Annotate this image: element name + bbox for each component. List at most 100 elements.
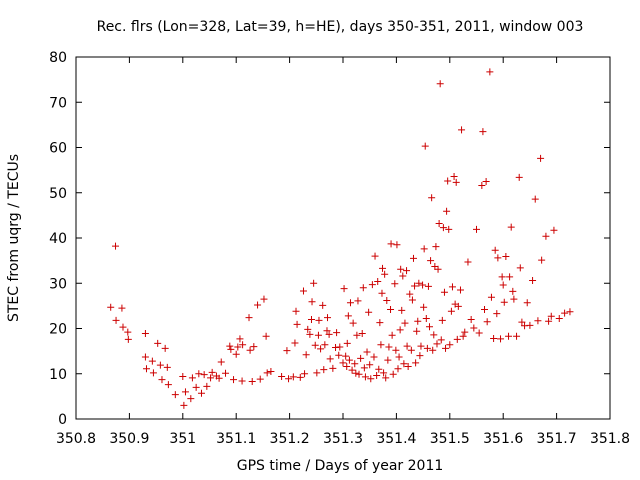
data-point — [207, 374, 215, 382]
data-point — [314, 331, 322, 339]
data-point — [366, 361, 374, 369]
data-point — [311, 341, 319, 349]
data-point — [473, 225, 480, 233]
data-point — [403, 267, 411, 275]
data-point — [486, 68, 494, 76]
x-axis-ticks: 350.8 350.9 351 351.1 351.2 351.3 351.4 351.5 35… — [56, 57, 630, 447]
data-point — [542, 232, 550, 240]
data-point — [363, 348, 371, 356]
data-point — [262, 332, 270, 340]
data-point — [411, 282, 419, 290]
data-point — [203, 382, 211, 390]
data-point — [420, 245, 428, 253]
data-point — [158, 376, 166, 384]
data-point — [217, 358, 225, 366]
data-point — [342, 352, 350, 360]
data-point — [250, 343, 258, 351]
data-point — [534, 317, 542, 325]
data-point — [383, 296, 391, 304]
data-point — [248, 377, 256, 385]
data-point — [340, 285, 348, 293]
data-point — [373, 372, 381, 380]
x-tick-label: 351.4 — [376, 431, 416, 447]
data-point — [439, 224, 447, 232]
data-point — [412, 359, 420, 367]
data-point — [329, 364, 337, 372]
data-point — [515, 173, 523, 181]
data-point — [333, 329, 341, 337]
data-point — [355, 370, 363, 378]
data-point — [531, 195, 539, 203]
data-point — [505, 332, 513, 340]
data-point — [430, 331, 438, 339]
data-point — [493, 310, 501, 318]
data-point — [346, 299, 354, 307]
data-point — [513, 332, 521, 340]
data-point — [246, 346, 254, 354]
data-point — [428, 194, 436, 202]
data-point — [181, 388, 189, 396]
data-point — [308, 298, 316, 306]
x-tick-label: 351 — [169, 431, 196, 447]
data-point — [467, 315, 475, 323]
data-point — [415, 279, 423, 287]
data-point — [442, 344, 450, 352]
data-point — [510, 295, 518, 303]
data-point — [450, 172, 458, 180]
data-point — [555, 315, 563, 323]
data-point — [293, 320, 301, 328]
data-point — [171, 391, 179, 399]
chart-title: Rec. flrs (Lon=328, Lat=39, h=HE), days … — [97, 19, 584, 35]
data-point — [516, 264, 524, 272]
data-point — [200, 371, 208, 379]
data-point — [195, 370, 203, 378]
data-point — [413, 327, 421, 335]
data-point — [142, 365, 150, 373]
data-point — [491, 246, 499, 254]
data-point — [357, 354, 365, 362]
data-point — [499, 281, 507, 289]
data-point — [380, 369, 388, 377]
data-point — [348, 366, 356, 374]
data-point — [409, 254, 417, 262]
y-tick-label: 20 — [49, 322, 67, 338]
data-point — [437, 336, 445, 344]
data-point — [360, 364, 368, 372]
data-point — [321, 341, 329, 349]
y-tick-label: 50 — [49, 186, 67, 202]
data-point — [289, 373, 297, 381]
data-point — [374, 277, 382, 285]
data-point — [429, 346, 437, 354]
data-point — [359, 284, 367, 292]
data-point — [509, 287, 517, 295]
data-point — [420, 303, 428, 311]
data-point — [292, 307, 300, 315]
data-point — [353, 331, 361, 339]
data-point — [310, 279, 318, 287]
data-point — [307, 315, 315, 323]
data-point — [141, 329, 149, 337]
data-point — [296, 373, 304, 381]
data-point — [382, 374, 390, 382]
data-point — [238, 377, 246, 385]
data-point — [482, 177, 490, 185]
data-point — [278, 372, 286, 380]
x-tick-label: 351.5 — [430, 431, 470, 447]
data-point — [299, 287, 307, 295]
data-point — [367, 375, 375, 383]
data-point — [236, 335, 244, 343]
data-point — [124, 328, 132, 336]
data-point — [180, 401, 188, 409]
y-tick-label: 30 — [49, 276, 67, 292]
data-point — [381, 270, 389, 278]
y-tick-label: 0 — [58, 412, 67, 428]
data-point — [354, 297, 362, 305]
data-point — [376, 319, 384, 327]
data-point — [124, 335, 132, 343]
data-point — [179, 372, 187, 380]
data-point — [426, 323, 434, 331]
data-point — [419, 281, 427, 289]
y-tick-label: 60 — [49, 141, 67, 157]
data-point — [393, 241, 401, 249]
data-point — [349, 319, 357, 327]
